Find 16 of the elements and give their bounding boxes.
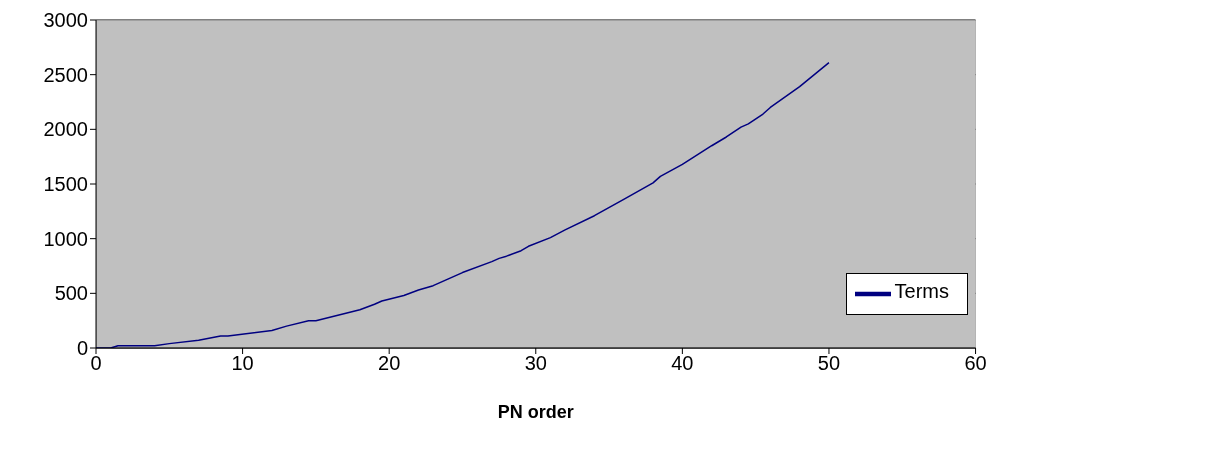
x-tick-label: 50 xyxy=(817,352,841,375)
x-tick-label: 0 xyxy=(90,352,102,375)
legend-label: Terms xyxy=(894,280,949,303)
x-tick-label: 30 xyxy=(524,352,547,375)
y-tick-label: 2500 xyxy=(43,63,88,86)
x-axis-title: PN order xyxy=(497,402,574,422)
x-tick-label: 20 xyxy=(378,352,401,375)
y-tick-label: 2000 xyxy=(43,118,88,141)
y-tick-label: 3000 xyxy=(43,9,88,32)
y-tick-label: 0 xyxy=(76,337,88,360)
y-tick-label: 1500 xyxy=(43,173,88,196)
x-tick-label: 60 xyxy=(964,352,987,375)
x-tick-label: 40 xyxy=(671,352,694,375)
x-tick-label: 10 xyxy=(231,352,254,375)
y-tick-label: 500 xyxy=(54,282,88,305)
y-tick-label: 1000 xyxy=(43,227,88,250)
